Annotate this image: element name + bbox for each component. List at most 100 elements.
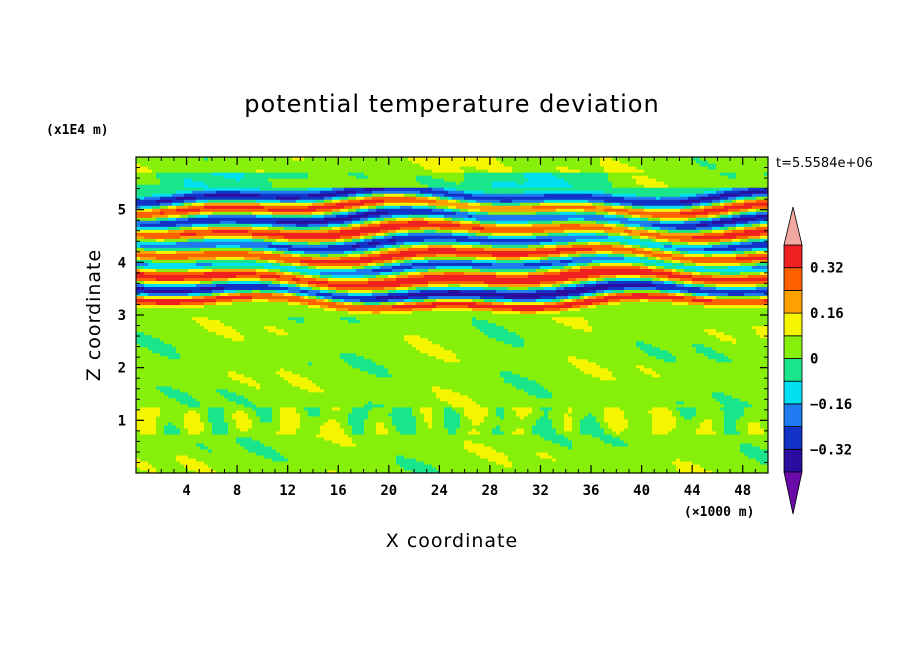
- field-cell: [408, 400, 413, 405]
- field-cell: [532, 412, 537, 417]
- field-cell: [428, 412, 433, 417]
- field-cell: [236, 463, 241, 468]
- field-cell: [712, 406, 717, 411]
- field-cell: [648, 457, 653, 462]
- field-cell: [664, 421, 669, 426]
- field-cell: [284, 451, 289, 456]
- field-cell: [660, 388, 665, 393]
- field-cell: [624, 460, 629, 465]
- field-cell: [216, 421, 221, 426]
- field-cell: [664, 433, 669, 438]
- field-cell: [708, 460, 713, 465]
- field-cell: [612, 433, 617, 438]
- field-cell: [364, 400, 369, 405]
- field-cell: [192, 382, 197, 387]
- field-cell: [676, 427, 681, 432]
- field-cell: [392, 379, 397, 384]
- field-cell: [444, 433, 449, 438]
- field-cell: [760, 391, 765, 396]
- field-cell: [360, 433, 365, 438]
- field-cell: [656, 418, 661, 423]
- field-cell: [660, 469, 665, 473]
- field-cell: [348, 463, 353, 468]
- field-cell: [292, 445, 297, 450]
- field-cell: [228, 439, 233, 444]
- field-cell: [684, 409, 689, 414]
- field-cell: [564, 409, 569, 414]
- field-cell: [444, 391, 449, 396]
- field-cell: [304, 466, 309, 471]
- field-cell: [608, 412, 613, 417]
- field-cell: [152, 394, 157, 399]
- field-cell: [340, 451, 345, 456]
- field-cell: [480, 445, 485, 450]
- field-cell: [692, 406, 697, 411]
- field-cell: [204, 454, 209, 459]
- field-cell: [188, 451, 193, 456]
- field-cell: [712, 415, 717, 420]
- field-cell: [524, 451, 529, 456]
- field-cell: [212, 397, 217, 402]
- field-cell: [156, 397, 161, 402]
- field-cell: [408, 409, 413, 414]
- field-cell: [332, 448, 337, 453]
- field-cell: [372, 397, 377, 402]
- field-cell: [232, 418, 237, 423]
- field-cell: [740, 400, 745, 405]
- field-cell: [156, 448, 161, 453]
- field-cell: [212, 445, 217, 450]
- field-cell: [468, 442, 473, 447]
- field-cell: [736, 445, 741, 450]
- field-cell: [440, 379, 445, 384]
- field-cell: [496, 451, 501, 456]
- field-cell: [288, 400, 293, 405]
- field-cell: [424, 400, 429, 405]
- field-cell: [756, 424, 761, 429]
- field-cell: [216, 427, 221, 432]
- field-cell: [172, 388, 177, 393]
- field-cell: [748, 418, 753, 423]
- field-cell: [724, 451, 729, 456]
- field-cell: [352, 394, 357, 399]
- field-cell: [160, 412, 165, 417]
- field-cell: [252, 448, 257, 453]
- field-cell: [284, 436, 289, 441]
- field-cell: [628, 442, 633, 447]
- field-cell: [656, 421, 661, 426]
- field-cell: [544, 424, 549, 429]
- field-cell: [172, 463, 177, 468]
- field-cell: [236, 397, 241, 402]
- field-cell: [332, 466, 337, 471]
- field-cell: [528, 454, 533, 459]
- field-cell: [496, 469, 501, 473]
- field-cell: [480, 448, 485, 453]
- field-cell: [424, 391, 429, 396]
- field-cell: [452, 406, 457, 411]
- field-cell: [172, 391, 177, 396]
- field-cell: [476, 394, 481, 399]
- field-cell: [204, 391, 209, 396]
- field-cell: [188, 415, 193, 420]
- field-cell: [228, 400, 233, 405]
- field-cell: [204, 379, 209, 384]
- field-cell: [624, 463, 629, 468]
- field-cell: [392, 451, 397, 456]
- field-cell: [664, 403, 669, 408]
- field-cell: [732, 406, 737, 411]
- field-cell: [616, 436, 621, 441]
- field-cell: [188, 403, 193, 408]
- field-cell: [336, 382, 341, 387]
- field-cell: [640, 430, 645, 435]
- field-cell: [720, 433, 725, 438]
- field-cell: [528, 448, 533, 453]
- field-cell: [136, 388, 141, 393]
- field-cell: [496, 403, 501, 408]
- field-cell: [156, 454, 161, 459]
- field-cell: [240, 436, 245, 441]
- field-cell: [260, 445, 265, 450]
- field-cell: [680, 436, 685, 441]
- field-cell: [672, 442, 677, 447]
- field-cell: [236, 391, 241, 396]
- field-cell: [272, 424, 277, 429]
- field-cell: [256, 460, 261, 465]
